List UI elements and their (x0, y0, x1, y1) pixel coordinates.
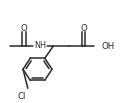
Text: OH: OH (102, 42, 115, 51)
Text: O: O (21, 24, 28, 33)
Text: O: O (80, 24, 87, 33)
Text: NH: NH (34, 41, 46, 50)
Text: Cl: Cl (18, 92, 26, 101)
